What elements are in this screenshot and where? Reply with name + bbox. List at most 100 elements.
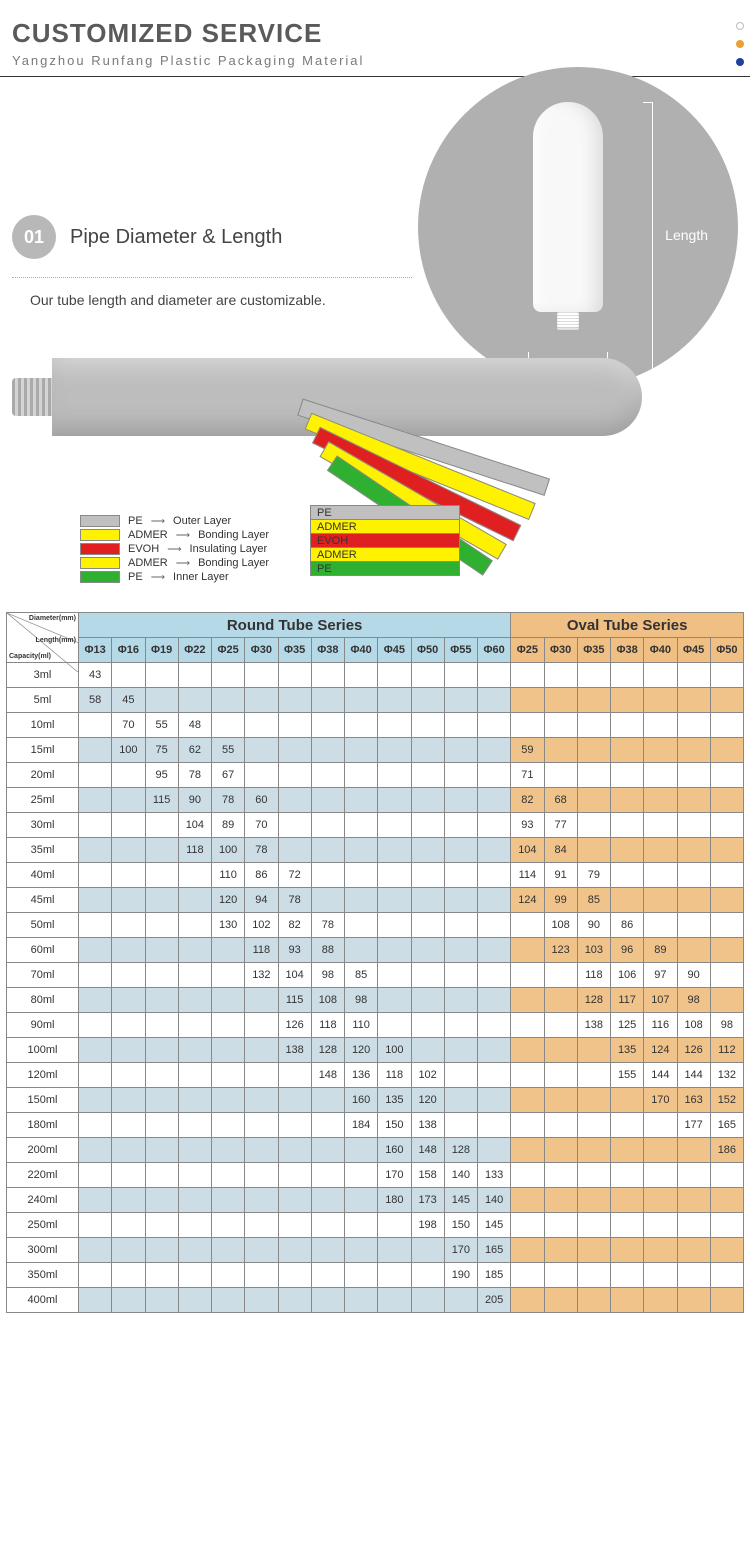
table-row: 20ml95786771 <box>7 763 744 788</box>
round-cell <box>178 913 211 938</box>
round-cell <box>345 788 378 813</box>
oval-cell <box>677 688 710 713</box>
capacity-cell: 200ml <box>7 1138 79 1163</box>
layer-stack-labels: PEADMEREVOHADMERPE <box>310 506 460 576</box>
round-cell <box>444 963 477 988</box>
oval-cell <box>577 1188 610 1213</box>
round-cell <box>411 838 444 863</box>
oval-cell <box>611 1263 644 1288</box>
legend-name: ADMER <box>128 557 168 569</box>
oval-cell: 144 <box>677 1063 710 1088</box>
table-row: 200ml160148128186 <box>7 1138 744 1163</box>
round-cell <box>478 688 511 713</box>
oval-cell <box>577 1038 610 1063</box>
round-cell <box>145 1013 178 1038</box>
oval-cell: 135 <box>611 1038 644 1063</box>
round-cell: 132 <box>245 963 278 988</box>
round-cell <box>245 1213 278 1238</box>
round-cell <box>345 1263 378 1288</box>
round-cell <box>278 688 311 713</box>
oval-cell <box>511 1113 544 1138</box>
arrow-icon: ⟶ <box>176 530 190 541</box>
capacity-cell: 100ml <box>7 1038 79 1063</box>
oval-cell <box>511 1238 544 1263</box>
oval-cell <box>511 913 544 938</box>
round-cell <box>178 1213 211 1238</box>
oval-cell <box>677 913 710 938</box>
round-cell <box>212 1088 245 1113</box>
round-cell <box>378 888 411 913</box>
round-cell <box>378 788 411 813</box>
oval-cell <box>710 1238 743 1263</box>
round-cell <box>79 913 112 938</box>
round-cell <box>79 963 112 988</box>
round-cell <box>378 688 411 713</box>
oval-cell <box>577 713 610 738</box>
arrow-icon: ⟶ <box>151 572 165 583</box>
oval-cell <box>644 1263 677 1288</box>
round-cell <box>79 1263 112 1288</box>
round-cell: 148 <box>411 1138 444 1163</box>
round-cell <box>278 1163 311 1188</box>
round-cell <box>345 1163 378 1188</box>
round-cell <box>478 788 511 813</box>
oval-cell: 91 <box>544 863 577 888</box>
legend-role: Bonding Layer <box>198 529 269 541</box>
round-cell <box>411 738 444 763</box>
round-cell <box>411 963 444 988</box>
table-row: 15ml10075625559 <box>7 738 744 763</box>
round-cell <box>411 1038 444 1063</box>
oval-cell: 103 <box>577 938 610 963</box>
round-cell <box>378 863 411 888</box>
oval-cell <box>644 838 677 863</box>
capacity-cell: 90ml <box>7 1013 79 1038</box>
table-row: 400ml205 <box>7 1288 744 1313</box>
round-dia-header: Φ22 <box>178 638 211 663</box>
round-cell: 145 <box>444 1188 477 1213</box>
round-cell <box>79 1013 112 1038</box>
oval-cell <box>677 713 710 738</box>
page-header: CUSTOMIZED SERVICE Yangzhou Runfang Plas… <box>0 0 750 77</box>
round-cell <box>444 663 477 688</box>
round-cell <box>112 988 145 1013</box>
table-row: 90ml12611811013812511610898 <box>7 1013 744 1038</box>
table-row: 100ml138128120100135124126112 <box>7 1038 744 1063</box>
round-cell <box>444 838 477 863</box>
round-cell <box>411 1263 444 1288</box>
table-row: 3ml43 <box>7 663 744 688</box>
round-cell <box>378 838 411 863</box>
round-cell <box>145 938 178 963</box>
oval-cell <box>644 1213 677 1238</box>
round-cell: 180 <box>378 1188 411 1213</box>
oval-cell <box>677 1138 710 1163</box>
oval-cell <box>544 1088 577 1113</box>
oval-cell: 125 <box>611 1013 644 1038</box>
round-cell: 67 <box>212 763 245 788</box>
round-cell <box>212 1213 245 1238</box>
round-cell <box>478 813 511 838</box>
round-cell <box>478 1038 511 1063</box>
round-cell: 120 <box>345 1038 378 1063</box>
round-cell <box>145 663 178 688</box>
oval-cell: 106 <box>611 963 644 988</box>
round-cell: 160 <box>378 1138 411 1163</box>
table-row: 150ml160135120170163152 <box>7 1088 744 1113</box>
oval-cell <box>677 1213 710 1238</box>
oval-cell <box>544 963 577 988</box>
round-cell <box>411 788 444 813</box>
round-cell <box>112 788 145 813</box>
oval-cell <box>677 1238 710 1263</box>
round-cell <box>411 1238 444 1263</box>
round-cell <box>112 1138 145 1163</box>
round-cell <box>478 863 511 888</box>
capacity-cell: 50ml <box>7 913 79 938</box>
round-cell <box>145 688 178 713</box>
oval-cell: 107 <box>644 988 677 1013</box>
round-cell <box>278 738 311 763</box>
table-row: 50ml13010282781089086 <box>7 913 744 938</box>
round-cell <box>178 1238 211 1263</box>
round-cell <box>278 763 311 788</box>
round-cell <box>178 663 211 688</box>
oval-cell <box>511 663 544 688</box>
round-cell: 140 <box>444 1163 477 1188</box>
